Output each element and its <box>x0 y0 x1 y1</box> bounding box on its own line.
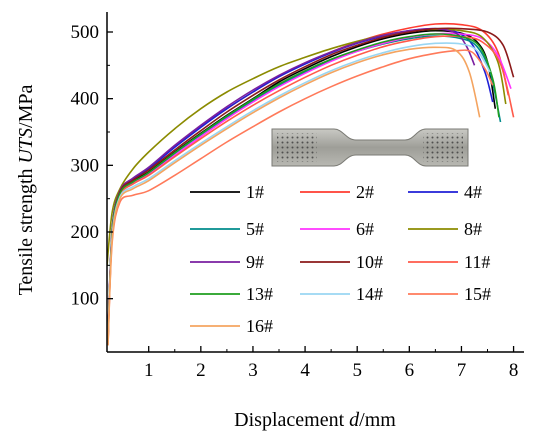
legend-label: 10# <box>356 252 383 272</box>
y-tick-label: 100 <box>71 289 100 310</box>
legend-label: 6# <box>356 219 374 239</box>
x-axis-title: Displacement d/mm <box>234 409 396 431</box>
legend-label: 8# <box>464 219 482 239</box>
y-axis-title: Tensile strength UTS/MPa <box>15 84 37 295</box>
series-line-1 <box>107 29 497 339</box>
series-line-15 <box>107 49 494 346</box>
x-tick-label: 6 <box>405 360 415 381</box>
specimen-image <box>271 128 469 167</box>
legend-label: 9# <box>246 252 264 272</box>
x-tick-label: 1 <box>144 360 154 381</box>
legend-label: 1# <box>246 182 264 202</box>
x-tick-label: 7 <box>457 360 467 381</box>
axis-ticks: 1 2 3 4 5 6 7 8 100 200 300 400 500 <box>71 22 519 381</box>
series-lines <box>107 22 515 346</box>
legend-label: 4# <box>464 182 482 202</box>
x-tick-label: 2 <box>196 360 206 381</box>
series-line-13 <box>107 33 500 339</box>
legend-label: 14# <box>356 284 383 304</box>
legend-label: 16# <box>246 316 273 336</box>
y-tick-label: 200 <box>71 222 100 243</box>
legend-label: 11# <box>464 252 490 272</box>
x-tick-label: 8 <box>509 360 519 381</box>
y-tick-label: 400 <box>71 89 100 110</box>
series-line-8 <box>107 28 507 266</box>
legend-label: 5# <box>246 219 264 239</box>
y-tick-label: 300 <box>71 155 100 176</box>
series-line-6 <box>107 32 512 339</box>
legend-label: 15# <box>464 284 491 304</box>
legend-label: 13# <box>246 284 273 304</box>
x-tick-label: 4 <box>300 360 310 381</box>
series-line-14 <box>107 42 491 339</box>
x-tick-label: 5 <box>352 360 362 381</box>
x-tick-label: 3 <box>248 360 258 381</box>
legend-label: 2# <box>356 182 374 202</box>
series-line-10 <box>107 27 515 339</box>
y-tick-label: 500 <box>71 22 100 43</box>
series-line-16 <box>107 46 481 346</box>
legend: 1# 2# 4# 5# 6# 8# 9# 10# 11# 13# 14# 15# 16# <box>190 182 491 336</box>
